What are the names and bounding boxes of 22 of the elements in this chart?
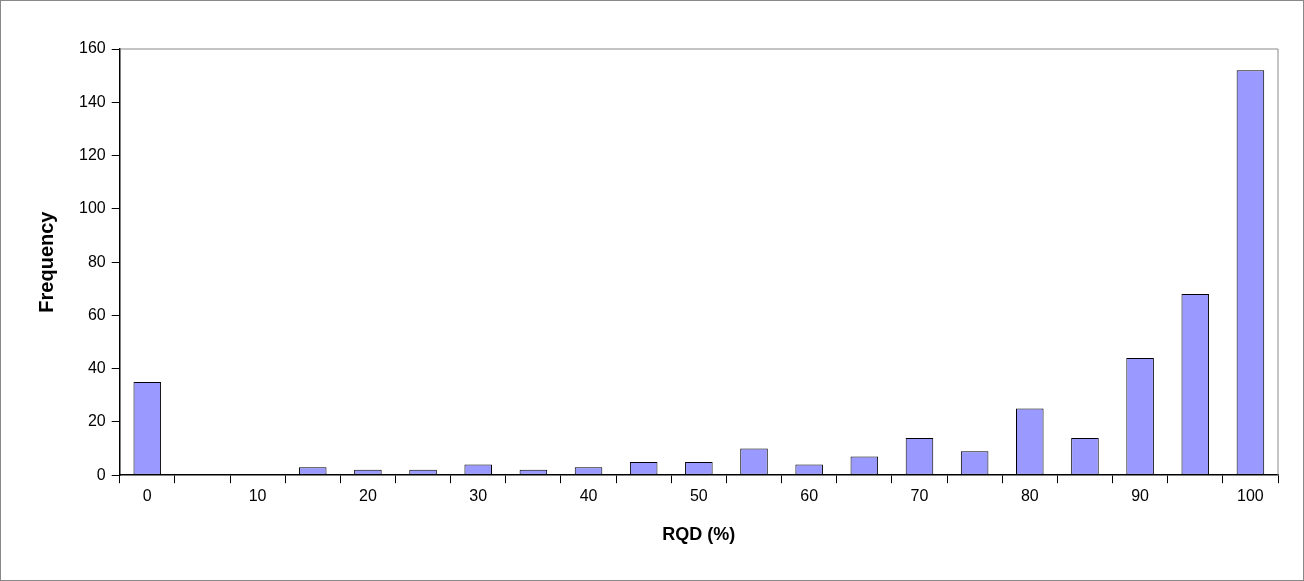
y-tick-label: 60 <box>87 305 106 323</box>
y-tick-label: 160 <box>78 39 106 57</box>
x-tick-label: 80 <box>1020 487 1039 505</box>
x-axis-title: RQD (%) <box>662 524 736 545</box>
x-tick-label: 20 <box>359 487 377 505</box>
y-tick-label: 120 <box>78 145 106 163</box>
x-tick-label: 60 <box>800 487 819 505</box>
y-tick-label: 100 <box>78 199 106 217</box>
y-tick-label: 140 <box>78 92 106 110</box>
y-axis-title: Frequency <box>34 210 57 313</box>
y-tick-label: 20 <box>87 412 106 430</box>
y-tick-label: 40 <box>87 359 106 377</box>
y-tick-label: 80 <box>87 252 106 270</box>
y-tick-label: 0 <box>96 465 106 483</box>
x-tick-label: 30 <box>469 487 488 505</box>
x-tick-label: 70 <box>910 487 929 505</box>
x-tick-label: 0 <box>142 487 152 505</box>
x-tick-label: 100 <box>1237 487 1264 505</box>
x-tick-label: 10 <box>248 487 267 505</box>
x-tick-label: 90 <box>1131 487 1150 505</box>
x-tick-label: 50 <box>689 487 708 505</box>
x-tick-label: 40 <box>579 487 598 505</box>
